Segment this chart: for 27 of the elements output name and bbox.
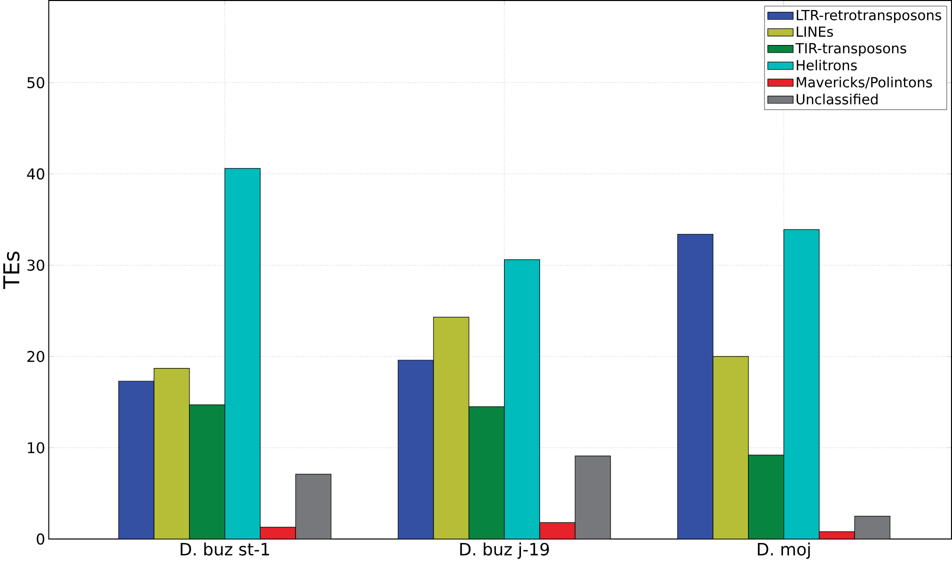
bar (118, 380, 154, 539)
legend-label: Mavericks/Polintons (796, 76, 932, 88)
bar (574, 456, 611, 539)
y-tick-label: 20 (27, 350, 44, 362)
legend-label: LINEs (796, 26, 833, 37)
bar (784, 229, 820, 539)
x-tick-label: D. buz st-1 (180, 542, 270, 556)
bar (295, 474, 332, 539)
bar (224, 168, 261, 539)
bar (504, 259, 540, 539)
legend-label: TIR-transposons (795, 43, 906, 56)
y-tick-label: 40 (27, 168, 44, 180)
y-tick-label: 0 (36, 533, 44, 545)
y-tick-label: 10 (28, 442, 44, 454)
legend-label: LTR-retrotransposons (796, 10, 942, 23)
x-tick-label: D. moj (758, 542, 810, 559)
bar (260, 527, 296, 539)
bar (398, 360, 434, 539)
y-tick-label: 50 (27, 76, 44, 88)
y-axis-title: TEs (3, 252, 20, 289)
bar (677, 234, 714, 539)
x-tick-label: D. buz j-19 (460, 542, 549, 559)
bar (539, 522, 576, 539)
bar (854, 516, 890, 539)
legend-label: Helitrons (796, 60, 857, 70)
legend-label: Unclassified (796, 94, 878, 104)
y-tick-label: 30 (27, 260, 44, 271)
